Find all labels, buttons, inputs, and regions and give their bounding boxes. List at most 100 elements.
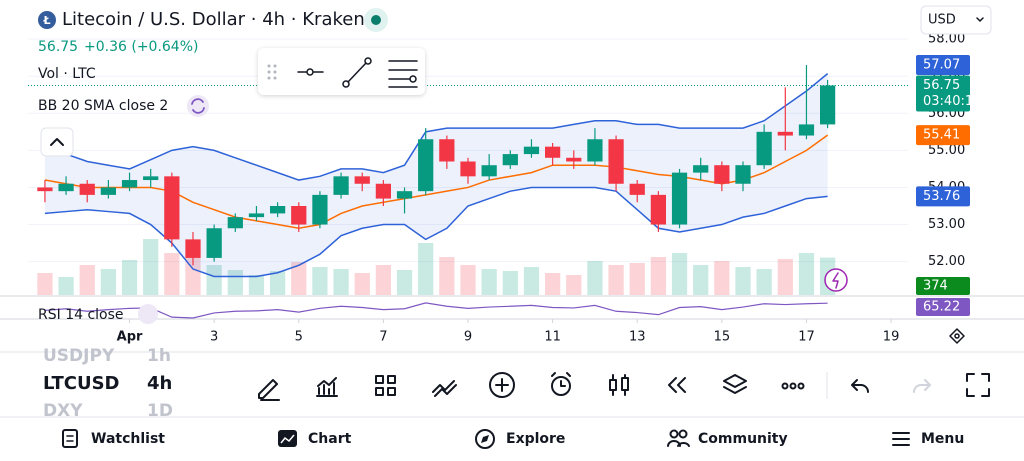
price-change: +0.36 (+0.64%) bbox=[84, 39, 198, 55]
volume-bar bbox=[608, 265, 624, 295]
axis-settings[interactable] bbox=[949, 328, 965, 344]
nav-community[interactable]: Community bbox=[698, 431, 788, 447]
volume-bar bbox=[693, 265, 709, 295]
volume-bar bbox=[798, 253, 815, 295]
symbol-selected[interactable]: LTCUSD bbox=[43, 373, 120, 394]
more-dot[interactable] bbox=[781, 382, 789, 390]
currency: USD bbox=[928, 13, 956, 28]
axis-settings-dot bbox=[954, 333, 960, 339]
bb-basis-value-badge bbox=[916, 125, 970, 146]
price-value: 56.75 bbox=[923, 78, 960, 93]
replay-tool[interactable] bbox=[668, 377, 686, 393]
bb-refresh[interactable] bbox=[187, 95, 209, 117]
volume-bar bbox=[270, 271, 286, 295]
chart-icon bbox=[278, 430, 297, 447]
templates-tool[interactable] bbox=[375, 375, 396, 396]
symbol-title[interactable]: Litecoin / U.S. Dollar · 4h · Kraken bbox=[62, 9, 365, 30]
dropdown-caret bbox=[976, 17, 984, 22]
nav-explore[interactable]: Explore bbox=[506, 431, 565, 447]
add-symbol[interactable] bbox=[489, 372, 515, 398]
candle-body bbox=[143, 176, 159, 181]
price-badge bbox=[916, 75, 970, 112]
volume-bar bbox=[185, 247, 201, 295]
market-status-dot bbox=[371, 15, 381, 25]
horizontal-line-tool[interactable] bbox=[297, 68, 324, 76]
layers-tool[interactable] bbox=[723, 374, 747, 394]
rsi-line bbox=[44, 302, 828, 319]
x-tick-label: 15 bbox=[714, 330, 731, 345]
volume-bar bbox=[375, 265, 391, 295]
bb-legend[interactable]: BB 20 SMA close 2 bbox=[38, 98, 168, 114]
volume-bar bbox=[671, 253, 688, 295]
indicators-tool[interactable] bbox=[316, 377, 338, 397]
watchlist-lines bbox=[66, 435, 74, 442]
interval-option[interactable]: 1D bbox=[147, 401, 173, 421]
volume-bar bbox=[79, 265, 95, 295]
candle-body bbox=[714, 165, 730, 184]
candle-body bbox=[460, 161, 476, 177]
compare-tool[interactable] bbox=[432, 380, 457, 397]
volume-bar bbox=[756, 269, 772, 295]
volume-bar bbox=[121, 260, 138, 295]
rsi-value: 65.22 bbox=[923, 300, 960, 315]
volume-bar bbox=[502, 271, 518, 295]
refresh-icon bbox=[191, 98, 205, 114]
drag-handle[interactable] bbox=[267, 64, 277, 80]
bb-upper-value: 57.07 bbox=[923, 58, 960, 73]
candle-body bbox=[650, 194, 666, 225]
undo[interactable] bbox=[851, 379, 869, 393]
alert-button[interactable] bbox=[824, 268, 848, 292]
candle-body bbox=[312, 194, 328, 225]
rsi-refresh[interactable] bbox=[138, 304, 158, 324]
symbol-option[interactable]: USDJPY bbox=[43, 346, 115, 366]
rsi-value-badge bbox=[916, 298, 970, 316]
volume-value: 374 bbox=[923, 279, 948, 294]
compass-needle bbox=[481, 435, 489, 443]
volume-bar bbox=[481, 269, 497, 295]
candle-body bbox=[777, 131, 793, 136]
trend-line-tool[interactable] bbox=[342, 57, 372, 88]
more-dot bbox=[789, 382, 797, 390]
redo[interactable] bbox=[913, 379, 931, 393]
settings-tool[interactable] bbox=[388, 60, 418, 88]
last-price: 56.75 bbox=[38, 39, 78, 55]
nav-watchlist[interactable]: Watchlist bbox=[91, 431, 165, 447]
volume-bar bbox=[248, 275, 265, 295]
y-tick-label: 58.00 bbox=[928, 32, 965, 47]
volume-legend[interactable]: Vol · LTC bbox=[38, 66, 96, 82]
nav-chart[interactable]: Chart bbox=[308, 431, 352, 447]
candle-body bbox=[798, 124, 815, 136]
candle-icon bbox=[609, 379, 617, 391]
candle-body bbox=[248, 213, 265, 218]
currency-select[interactable] bbox=[920, 5, 992, 35]
watchlist-icon bbox=[62, 429, 78, 448]
symbol-option[interactable]: DXY bbox=[43, 401, 83, 421]
community-icon bbox=[678, 429, 688, 439]
volume-bar bbox=[291, 262, 307, 295]
volume-bar bbox=[587, 261, 603, 295]
nav-menu[interactable]: Menu bbox=[921, 431, 964, 447]
x-tick-label: 13 bbox=[629, 330, 646, 345]
candle-body bbox=[481, 165, 497, 177]
explore-icon bbox=[475, 429, 495, 449]
community-body bbox=[667, 440, 690, 447]
volume-bar bbox=[460, 265, 476, 295]
lightning bbox=[832, 272, 839, 289]
chart-icon-line bbox=[280, 434, 295, 444]
candle-body bbox=[608, 139, 624, 184]
interval-option[interactable]: 1h bbox=[147, 346, 171, 366]
volume-bar bbox=[523, 267, 540, 295]
rsi-legend[interactable]: RSI 14 close bbox=[38, 307, 124, 323]
volume-bar bbox=[37, 273, 53, 295]
volume-bar bbox=[714, 261, 730, 295]
collapse-button[interactable] bbox=[40, 127, 74, 157]
bb-lower-value-badge bbox=[916, 186, 970, 207]
fullscreen[interactable] bbox=[966, 373, 990, 397]
candle-icon bbox=[621, 377, 629, 391]
alerts-tool[interactable] bbox=[551, 376, 571, 396]
candle-body bbox=[693, 165, 709, 173]
draw-tool[interactable] bbox=[258, 379, 280, 401]
interval-selected[interactable]: 4h bbox=[147, 373, 172, 394]
candle-body bbox=[671, 172, 688, 225]
community-icon bbox=[669, 429, 679, 439]
